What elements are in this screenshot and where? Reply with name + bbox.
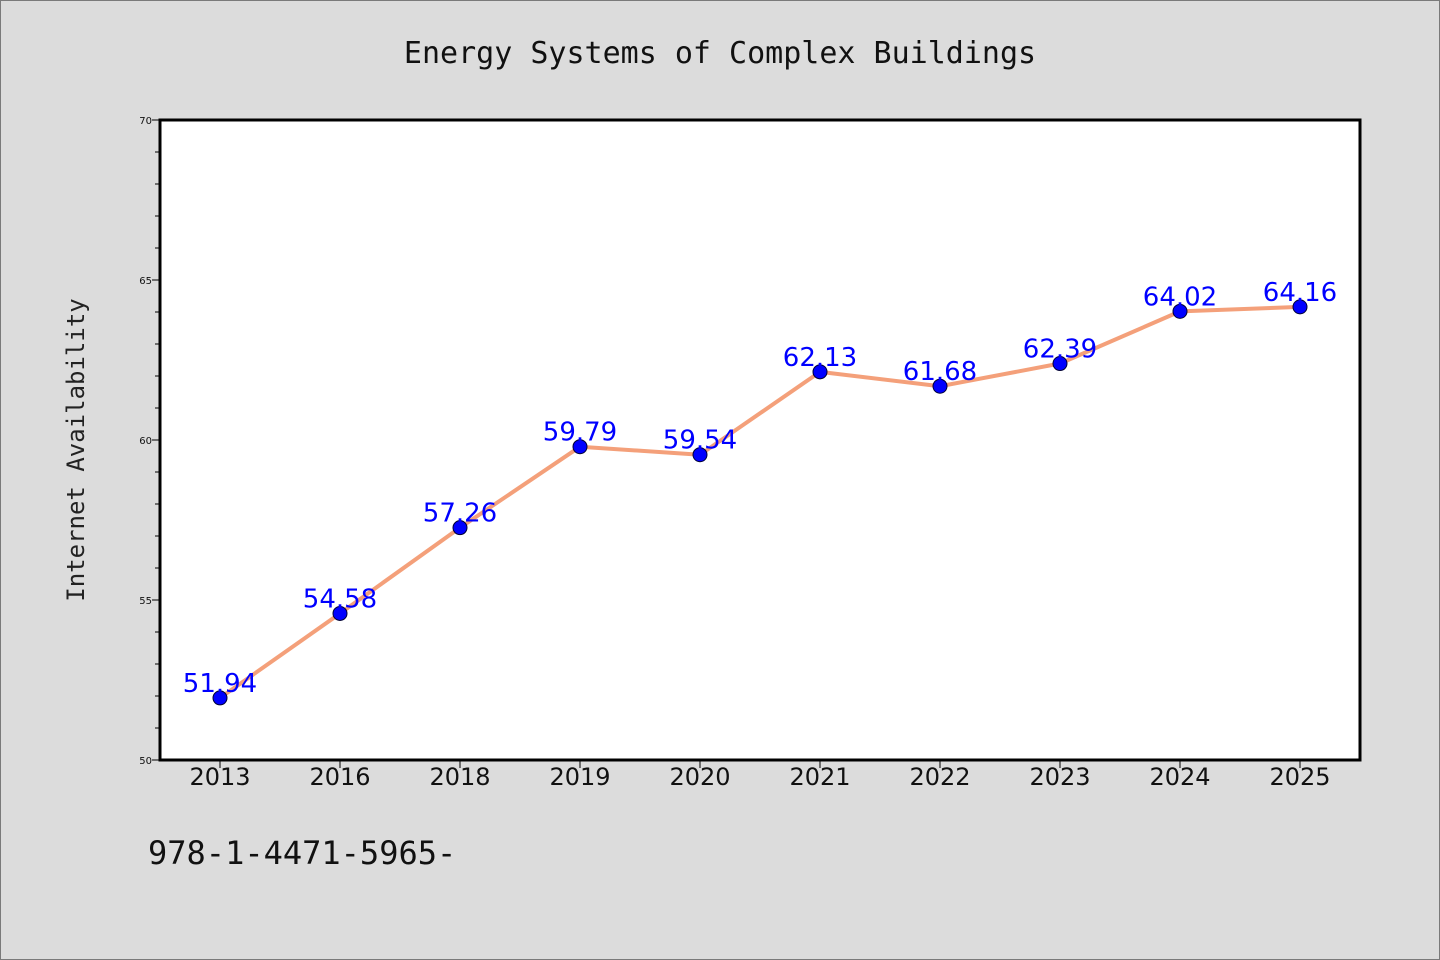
data-markers [212,299,1308,706]
x-tick-label: 2024 [1149,763,1210,791]
x-tick-label: 2020 [669,763,730,791]
x-tick-label: 2022 [909,763,970,791]
data-label: 59.79 [543,418,617,448]
data-point [1172,303,1188,319]
data-point [1052,356,1068,372]
chart-title: Energy Systems of Complex Buildings [404,36,1036,71]
data-point [1292,299,1308,315]
series-line [218,304,1301,700]
data-labels: 51.94 54.58 57.26 59.79 59.54 62.13 61.68 62.39… [183,278,1337,699]
footer-isbn-text: 978-1-4471-5965- [148,834,456,872]
x-tick-label: 2025 [1269,763,1330,791]
y-tick-label: 50 [139,756,152,767]
x-tick-label: 2016 [309,763,370,791]
plot-area [160,120,1360,760]
data-point [932,378,948,394]
data-label: 54.58 [303,584,377,614]
data-point [332,605,348,621]
x-tick-label: 2021 [789,763,850,791]
x-tick-label: 2018 [429,763,490,791]
y-tick-label: 65 [139,276,152,287]
y-tick-label: 70 [139,116,152,127]
data-label: 59.54 [663,426,737,456]
data-point [572,439,588,455]
x-tick-label: 2023 [1029,763,1090,791]
plot-border [158,118,1362,762]
data-label: 64.16 [1263,278,1337,308]
data-label: 61.68 [903,357,977,387]
data-label: 51.94 [183,669,257,699]
y-tick-label: 55 [139,596,152,607]
data-label: 62.39 [1023,335,1097,365]
x-tick-label: 2013 [189,763,250,791]
data-label: 57.26 [423,499,497,529]
data-point [452,520,468,536]
data-label: 62.13 [783,343,857,373]
data-point [692,447,708,463]
x-tick-label: 2019 [549,763,610,791]
data-point [212,690,228,706]
data-point [812,364,828,380]
y-tick-label: 60 [139,436,152,447]
y-axis-label: Internet Availability [62,298,90,601]
data-label: 64.02 [1143,282,1217,312]
axis-ticks: 50 55 60 65 70 2013 2016 2018 2019 2020 2021 2022 20… [139,116,1330,791]
